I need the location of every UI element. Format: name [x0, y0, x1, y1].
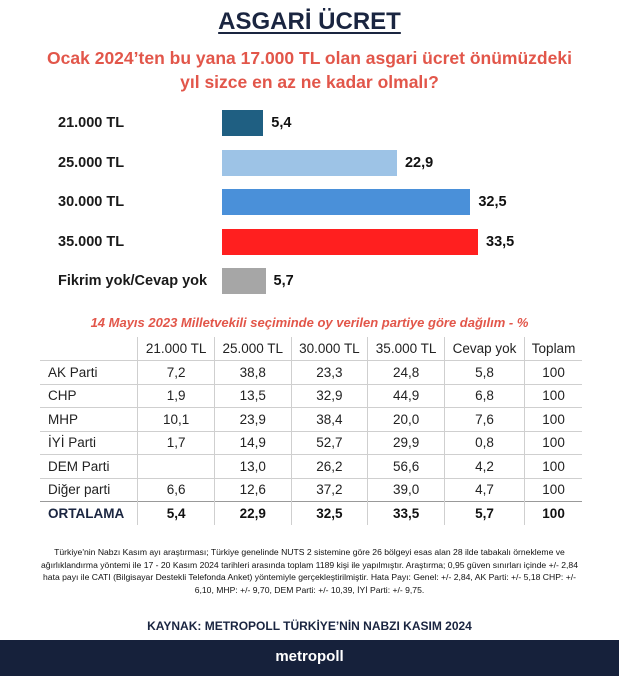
- table-body: AK Parti 7,2 38,8 23,3 24,8 5,8 100 CHP 1,9 13,5 3…: [40, 360, 582, 525]
- table-cell: 32,9: [290, 383, 368, 408]
- table-cell: 20,0: [367, 407, 445, 431]
- table-row: CHP 1,9 13,5 32,9 44,9 6,8 100: [40, 383, 582, 408]
- table-cell: 24,8: [367, 360, 445, 384]
- table-cell: [137, 454, 215, 478]
- table-cell: 4,2: [443, 454, 525, 478]
- column-header: 35.000 TL: [367, 337, 445, 361]
- table-row: MHP 10,1 23,9 38,4 20,0 7,6 100: [40, 407, 582, 431]
- table-cell: 32,5: [290, 501, 368, 525]
- bar-value-label: 32,5: [478, 194, 507, 210]
- party-name-cell: ORTALAMA: [40, 501, 138, 525]
- page-title: ASGARİ ÜCRET: [0, 8, 619, 36]
- source-line: KAYNAK: METROPOLL TÜRKİYE’NİN NABZI KASI…: [147, 619, 472, 633]
- party-name-cell: CHP: [40, 383, 138, 408]
- table-cell: 100: [524, 360, 582, 384]
- bar: [222, 268, 266, 294]
- table-cell: 10,1: [137, 407, 215, 431]
- bar-category-label: 25.000 TL: [58, 154, 125, 171]
- party-name-cell: İYİ Parti: [40, 430, 138, 455]
- table-cell: 22,9: [213, 501, 292, 525]
- bar-category-label: 35.000 TL: [58, 233, 125, 250]
- table-cell: 1,9: [137, 383, 215, 408]
- bar-value-label: 5,7: [273, 273, 294, 289]
- table-cell: 44,9: [367, 383, 445, 408]
- bar: [222, 228, 478, 255]
- table-corner-cell: [40, 337, 138, 361]
- bar-value-label: 22,9: [404, 154, 434, 171]
- table-subtitle: 14 Mayıs 2023 Milletvekili seçiminde oy …: [90, 315, 529, 330]
- bar-chart: 21.000 TL 5,4 25.000 TL 22,9 30.000 TL 32,5 35…: [0, 100, 619, 300]
- table-cell: 38,8: [213, 360, 292, 384]
- table-cell: 4,7: [443, 477, 525, 502]
- bar: [222, 189, 471, 215]
- table-row: AK Parti 7,2 38,8 23,3 24,8 5,8 100: [40, 360, 582, 384]
- party-name-cell: DEM Parti: [40, 454, 138, 478]
- column-header: 30.000 TL: [290, 337, 368, 361]
- bar-value-label: 33,5: [486, 233, 515, 250]
- average-row: ORTALAMA 5,4 22,9 32,5 33,5 5,7 100: [40, 501, 582, 525]
- table-cell: 23,9: [213, 407, 292, 431]
- brand-footer: metropoll: [0, 640, 619, 676]
- table-cell: 5,7: [443, 501, 525, 525]
- party-name-cell: MHP: [40, 407, 138, 431]
- table-cell: 29,9: [367, 430, 445, 455]
- column-header: 25.000 TL: [213, 337, 292, 361]
- table-cell: 5,4: [137, 501, 215, 525]
- table-row: Diğer parti 6,6 12,6 37,2 39,0 4,7 100: [40, 477, 582, 502]
- table-header-row: 21.000 TL 25.000 TL 30.000 TL 35.000 TL …: [40, 337, 582, 361]
- table-cell: 12,6: [213, 477, 292, 502]
- table-cell: 39,0: [367, 477, 445, 502]
- methodology-note: Türkiye'nin Nabzı Kasım ayı araştırması;…: [41, 547, 578, 595]
- column-header: 21.000 TL: [137, 337, 215, 361]
- table-cell: 100: [524, 477, 582, 502]
- table-row: DEM Parti 13,0 26,2 56,6 4,2 100: [40, 454, 582, 478]
- table-cell: 100: [524, 501, 582, 525]
- table-row: İYİ Parti 1,7 14,9 52,7 29,9 0,8 100: [40, 430, 582, 455]
- column-header: Toplam: [524, 337, 582, 361]
- bar: [222, 110, 264, 136]
- bar: [222, 149, 397, 176]
- table-cell: 100: [524, 430, 582, 455]
- table-cell: 5,8: [443, 360, 525, 384]
- table-cell: 56,6: [367, 454, 445, 478]
- chart-question: Ocak 2024’ten bu yana 17.000 TL olan asg…: [47, 48, 572, 92]
- table-cell: 23,3: [290, 360, 368, 384]
- table-cell: 6,8: [443, 383, 525, 408]
- table-cell: 13,5: [213, 383, 292, 408]
- table-cell: 100: [524, 407, 582, 431]
- table-cell: 6,6: [137, 477, 215, 502]
- table-cell: 38,4: [290, 407, 368, 431]
- column-header: Cevap yok: [443, 337, 525, 361]
- table-cell: 100: [524, 454, 582, 478]
- table-cell: 14,9: [213, 430, 292, 455]
- bar-value-label: 5,4: [271, 115, 292, 131]
- table-cell: 13,0: [213, 454, 292, 478]
- table-cell: 26,2: [290, 454, 368, 478]
- table-cell: 52,7: [290, 430, 368, 455]
- table-cell: 0,8: [443, 430, 525, 455]
- table-cell: 7,6: [443, 407, 525, 431]
- table-cell: 1,7: [137, 430, 215, 455]
- party-name-cell: AK Parti: [40, 360, 138, 384]
- party-breakdown-table: 21.000 TL 25.000 TL 30.000 TL 35.000 TL …: [40, 337, 582, 525]
- brand-name: metropoll: [275, 648, 344, 665]
- bar-category-label: Fikrim yok/Cevap yok: [58, 273, 208, 289]
- table-cell: 37,2: [290, 477, 368, 502]
- title-text: ASGARİ ÜCRET: [218, 8, 401, 35]
- table-cell: 33,5: [367, 501, 445, 525]
- table-cell: 7,2: [137, 360, 215, 384]
- party-name-cell: Diğer parti: [40, 477, 138, 502]
- table-cell: 100: [524, 383, 582, 408]
- bar-category-label: 21.000 TL: [58, 115, 125, 131]
- bar-category-label: 30.000 TL: [58, 194, 125, 210]
